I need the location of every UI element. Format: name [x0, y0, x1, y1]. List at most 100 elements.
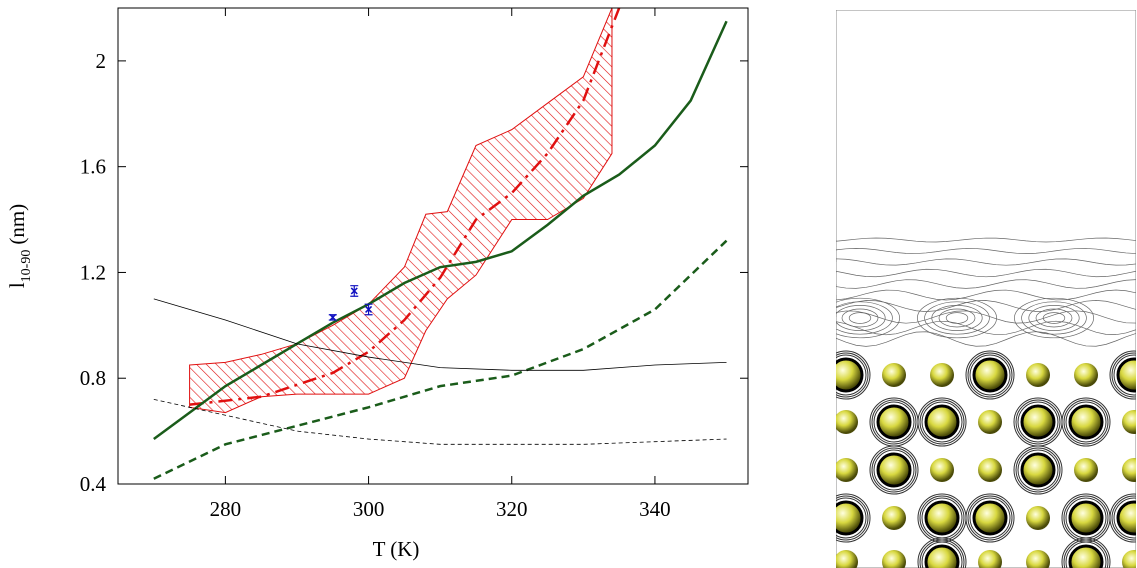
ring: [1017, 449, 1059, 491]
marker: [329, 313, 337, 321]
atom: [836, 458, 858, 482]
atom: [836, 550, 858, 568]
line: [189, 8, 621, 406]
y-label-main: l: [5, 282, 29, 288]
atom: [836, 410, 858, 434]
ring: [967, 495, 1013, 541]
ring: [1061, 537, 1111, 568]
x-tick-label: 320: [496, 497, 528, 521]
atom: [1122, 550, 1136, 568]
data-point: [364, 303, 373, 316]
ring: [921, 541, 963, 568]
x-axis-label: T (K): [373, 537, 420, 561]
ring: [869, 445, 919, 495]
contour: [836, 320, 1136, 336]
atom: [1122, 458, 1136, 482]
ring: [1061, 397, 1111, 447]
data-point: [350, 285, 359, 297]
ring: [919, 399, 965, 445]
ring: [921, 401, 963, 443]
contour: [836, 301, 893, 335]
atom: [1020, 452, 1056, 488]
contour: [924, 301, 990, 335]
line: [153, 239, 728, 480]
atom: [978, 550, 1002, 568]
ring: [969, 497, 1011, 539]
ring: [965, 350, 1015, 400]
ring: [1013, 445, 1063, 495]
atom: [1068, 404, 1104, 440]
contour: [945, 312, 969, 324]
atom: [1074, 363, 1098, 387]
contour: [836, 248, 1136, 254]
ring: [836, 350, 871, 400]
atom: [972, 500, 1008, 536]
atom: [1122, 410, 1136, 434]
ring: [836, 493, 871, 543]
data-point: [328, 313, 337, 321]
data-area: [153, 8, 728, 480]
atom: [924, 500, 960, 536]
ring: [917, 537, 967, 568]
contour: [836, 268, 1136, 278]
atom: [1116, 500, 1136, 536]
ring: [965, 493, 1015, 543]
atom: [930, 458, 954, 482]
y-label-unit: (nm): [5, 204, 29, 245]
ring: [1017, 401, 1059, 443]
atom: [836, 500, 864, 536]
contour: [836, 237, 1136, 243]
ring: [873, 449, 915, 491]
atom: [924, 544, 960, 568]
ring: [836, 352, 869, 398]
atom: [1020, 404, 1056, 440]
uncertainty-band: [189, 8, 613, 414]
contour: [931, 305, 983, 331]
y-tick-label: 0.8: [80, 366, 106, 390]
line: [153, 398, 727, 445]
atom: [1074, 458, 1098, 482]
marker: [350, 287, 358, 295]
y-axis-label: l10-90 (nm): [5, 204, 34, 288]
ring: [836, 495, 869, 541]
ring: [1109, 350, 1136, 400]
atom: [882, 550, 906, 568]
x-tick-label: 280: [210, 497, 242, 521]
line: [153, 298, 727, 371]
atom: [1026, 363, 1050, 387]
contour: [836, 289, 1136, 301]
contour: [1014, 297, 1094, 339]
atom: [930, 363, 954, 387]
x-tick-label: 340: [639, 497, 671, 521]
atom: [882, 363, 906, 387]
ring: [1015, 447, 1061, 493]
ring: [1063, 539, 1109, 568]
ring: [836, 354, 867, 396]
contour: [836, 297, 900, 339]
contour: [836, 300, 1136, 312]
atom: [1026, 506, 1050, 530]
marker: [365, 305, 373, 313]
y-tick-label: 0.4: [80, 472, 107, 496]
y-tick-label: 1.2: [80, 260, 106, 284]
atom: [1026, 550, 1050, 568]
contour: [917, 297, 997, 339]
ring: [1015, 399, 1061, 445]
y-tick-label: 2: [96, 49, 107, 73]
y-tick-label: 1.6: [80, 155, 106, 179]
ring: [967, 352, 1013, 398]
atom: [882, 506, 906, 530]
ring: [871, 399, 917, 445]
atom: [876, 404, 912, 440]
line: [153, 20, 728, 441]
contour: [1021, 301, 1087, 335]
atom: [1068, 544, 1104, 568]
contour: [841, 308, 879, 328]
ring: [969, 354, 1011, 396]
simulation-image: [836, 10, 1136, 568]
contour: [836, 258, 1136, 266]
contour: [1028, 305, 1080, 331]
x-tick-label: 300: [353, 497, 385, 521]
ring: [873, 401, 915, 443]
